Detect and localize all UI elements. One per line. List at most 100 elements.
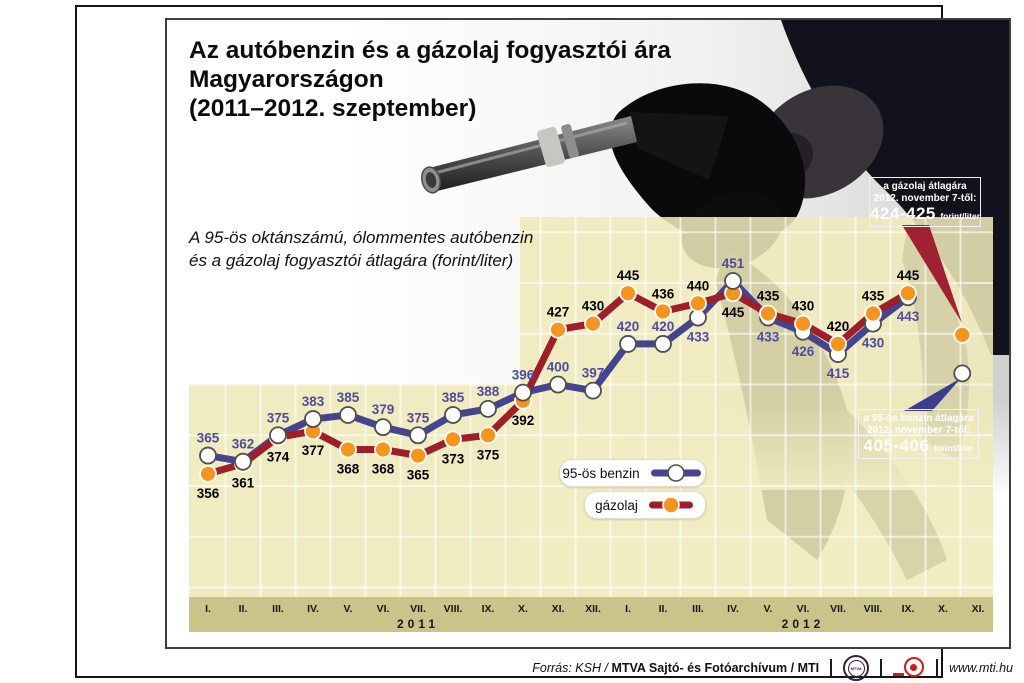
value-label: 445 — [722, 305, 745, 320]
data-point-marker — [619, 335, 637, 353]
value-label: 433 — [757, 330, 780, 345]
value-label: 375 — [477, 447, 500, 462]
mti-logo — [893, 655, 925, 681]
website-link: www.mti.hu — [949, 661, 1013, 675]
data-point-marker — [759, 304, 777, 323]
month-label: I. — [205, 603, 211, 615]
data-point-marker — [584, 381, 602, 400]
chart-subtitle: A 95-ös oktánszámú, ólommentes autóbenzi… — [189, 226, 533, 272]
month-label: IX. — [482, 603, 495, 615]
legend-benzin-label: 95-ös benzin — [562, 465, 640, 481]
value-label: 420 — [827, 319, 850, 334]
data-point-marker — [584, 314, 602, 333]
footer-divider — [830, 659, 833, 677]
chart-title: Az autóbenzin és a gázolaj fogyasztói ár… — [189, 36, 671, 123]
month-label: VI. — [797, 603, 810, 615]
value-label: 420 — [652, 319, 675, 334]
value-label: 440 — [687, 278, 710, 293]
year-label: 2011 — [397, 617, 439, 631]
value-label: 451 — [722, 256, 745, 271]
value-label: 396 — [512, 368, 535, 383]
value-label: 385 — [442, 390, 465, 405]
callout-gazolaj-value-row: 424-425 forint/liter — [870, 205, 980, 224]
month-label: IV. — [307, 603, 319, 615]
value-label: 375 — [407, 410, 430, 425]
subtitle-line-2: és a gázolaj fogyasztói átlagára (forint… — [189, 251, 514, 270]
title-line-3: (2011–2012. szeptember) — [189, 95, 477, 122]
value-label: 435 — [862, 288, 885, 303]
month-label: II. — [659, 603, 668, 615]
callout-benzin-value: 405-406 — [863, 436, 930, 455]
value-label: 368 — [372, 461, 395, 476]
value-label: 397 — [582, 366, 605, 381]
legend-gazolaj-sample — [648, 496, 693, 514]
spout-highlight — [434, 121, 628, 175]
data-point-marker — [374, 440, 392, 459]
value-label: 430 — [582, 299, 605, 314]
value-label: 430 — [862, 336, 885, 351]
data-point-marker — [409, 426, 427, 445]
value-label: 426 — [792, 344, 815, 359]
value-label: 443 — [897, 309, 920, 324]
data-point-marker — [953, 325, 972, 344]
data-point-marker — [199, 464, 217, 483]
mtva-logo-text: MTVA — [847, 659, 865, 677]
month-label: VIII. — [444, 603, 463, 615]
value-label: 433 — [687, 330, 710, 345]
month-label: VII. — [410, 603, 426, 615]
footer-divider — [880, 659, 883, 677]
callout-gazolaj-line1: a gázolaj átlagára — [883, 181, 967, 192]
month-label: IX. — [902, 603, 915, 615]
callout-gazolaj-pointer — [902, 225, 962, 323]
value-label: 415 — [827, 366, 850, 381]
data-point-marker — [549, 375, 567, 394]
title-line-2: Magyarországon — [189, 66, 384, 93]
month-label: V. — [344, 603, 353, 615]
year-label: 2012 — [782, 617, 825, 631]
spout-tip-opening — [425, 172, 437, 188]
data-point-marker — [899, 284, 917, 303]
data-point-marker — [199, 446, 217, 465]
value-label: 374 — [267, 449, 290, 464]
data-point-marker — [724, 272, 742, 290]
callout-benzin-unit: forint/liter — [933, 443, 974, 453]
month-label: XI. — [972, 603, 985, 615]
month-label: XI. — [552, 603, 565, 615]
value-label: 427 — [547, 305, 570, 320]
data-point-marker — [409, 446, 427, 465]
data-point-marker — [689, 294, 707, 313]
value-label: 436 — [652, 286, 675, 301]
data-point-marker — [829, 335, 847, 353]
callout-benzin-line1: a 95-ös benzin átlagára — [863, 413, 974, 424]
value-label: 368 — [337, 461, 360, 476]
value-label: 435 — [757, 288, 780, 303]
value-label: 377 — [302, 443, 325, 458]
callout-gazolaj-line2: 2012. november 7-től: — [873, 193, 977, 204]
callout-gazolaj: a gázolaj átlagára 2012. november 7-től:… — [869, 177, 981, 227]
data-point-marker — [654, 335, 672, 353]
value-label: 362 — [232, 437, 255, 452]
data-point-marker — [304, 410, 322, 428]
value-label: 365 — [197, 431, 220, 446]
spout-ring — [561, 123, 579, 159]
footer: Forrás: KSH / MTVA Sajtó- és Fotóarchívu… — [165, 655, 1013, 681]
mtva-logo: MTVA — [843, 655, 870, 681]
data-point-marker — [514, 383, 532, 402]
legend-gazolaj-label: gázolaj — [595, 497, 638, 513]
mti-logo-bar — [893, 673, 905, 676]
value-label: 356 — [197, 486, 220, 501]
data-point-marker — [619, 284, 637, 303]
legend-benzin: 95-ös benzin — [559, 459, 706, 487]
value-label: 365 — [407, 468, 430, 483]
data-point-marker — [654, 302, 672, 321]
data-point-marker — [269, 426, 287, 445]
subtitle-line-1: A 95-ös oktánszámú, ólommentes autóbenzi… — [189, 228, 534, 247]
x-axis-strip — [189, 597, 993, 632]
month-label: X. — [518, 603, 528, 615]
spout-collar — [537, 126, 565, 168]
mti-logo-dot — [910, 664, 918, 671]
source-main: MTVA Sajtó- és Fotóarchívum / MTI — [611, 661, 820, 675]
mti-logo-circle — [904, 657, 925, 677]
source-prefix: Forrás: KSH / — [532, 661, 608, 675]
month-label: IV. — [727, 603, 739, 615]
